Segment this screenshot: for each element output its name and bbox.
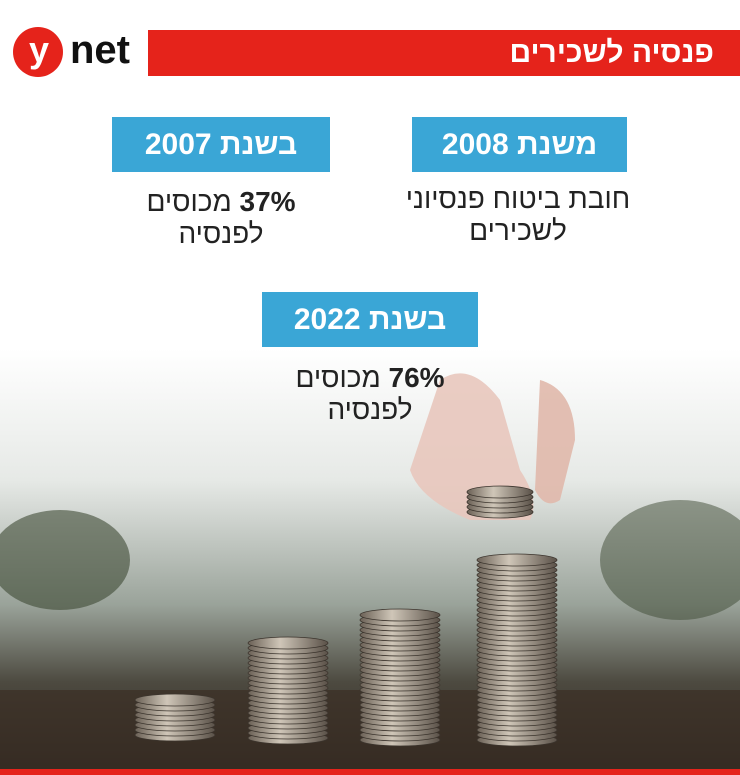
- hand: [535, 380, 575, 504]
- block-label: בשנת 2007: [112, 117, 330, 172]
- blur-tree: [600, 500, 740, 620]
- title-bar: [148, 30, 740, 76]
- bottom-bar: [0, 769, 740, 775]
- text-line: חובת ביטוח פנסיוני: [405, 183, 631, 214]
- hand: [410, 373, 534, 520]
- block-text: 76% מכוסים לפנסיה: [220, 362, 520, 426]
- block-text: 37% מכוסים לפנסיה: [71, 186, 371, 250]
- logo-circle: [13, 27, 63, 77]
- block-label: בשנת 2022: [262, 292, 478, 347]
- block-text: חובת ביטוח פנסיוני לשכירים: [368, 183, 668, 247]
- title: פנסיה לשכירים: [509, 36, 714, 69]
- percent: 37%: [239, 186, 296, 217]
- text: מכוסים: [295, 362, 381, 393]
- coin: [476, 553, 558, 567]
- coin: [247, 636, 329, 650]
- text: מכוסים: [146, 186, 232, 217]
- logo-net: net: [70, 28, 130, 72]
- coin: [359, 608, 441, 622]
- logo-y: y: [28, 29, 50, 70]
- text-line: 76% מכוסים: [220, 362, 520, 394]
- percent: 76%: [388, 362, 445, 393]
- text-line: לשכירים: [469, 215, 567, 246]
- coin: [134, 693, 216, 707]
- text-line: לפנסיה: [178, 218, 264, 249]
- blur-tree: [0, 510, 130, 610]
- text-line: לפנסיה: [327, 394, 413, 425]
- text-line: 37% מכוסים: [71, 186, 371, 218]
- block-label: משנת 2008: [412, 117, 627, 172]
- coin: [466, 485, 534, 499]
